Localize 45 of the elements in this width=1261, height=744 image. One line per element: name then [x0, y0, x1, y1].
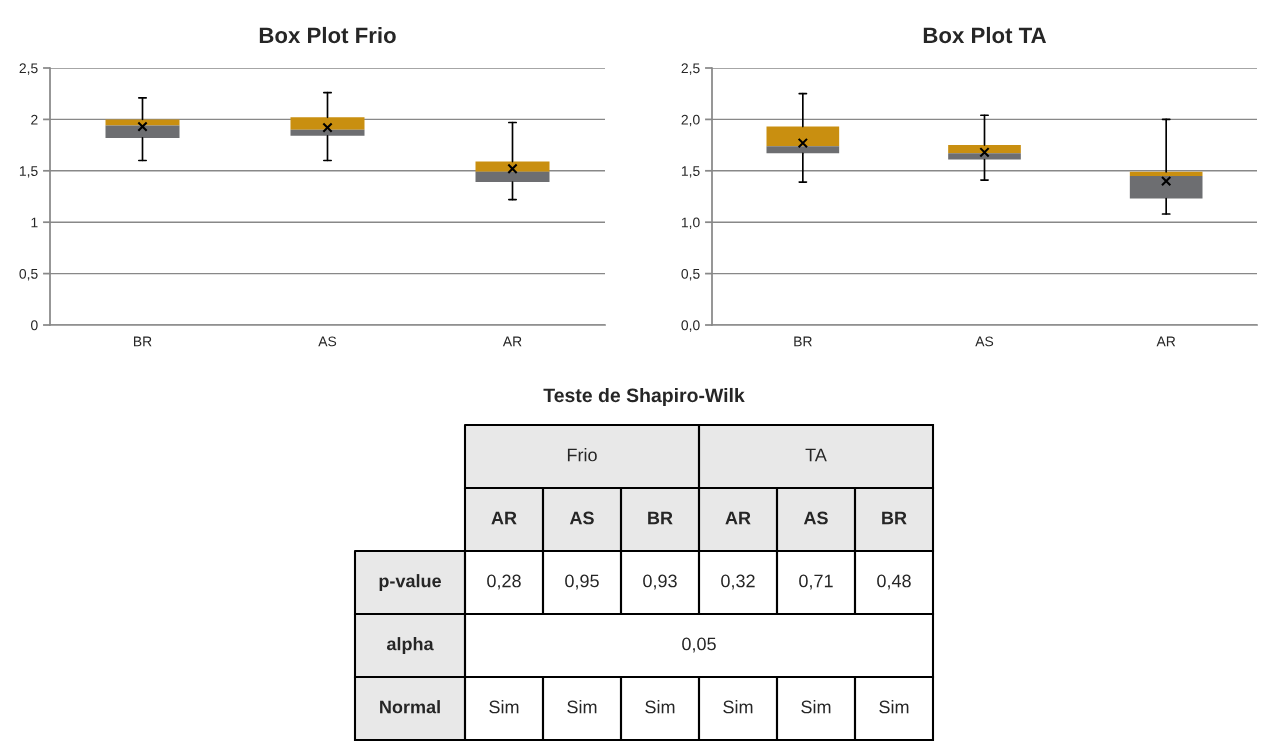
y-tick-label: 1,5 [19, 166, 38, 178]
y-tick-label: 2 [31, 114, 38, 125]
text: Sim [567, 700, 597, 714]
text: Sim [801, 700, 831, 714]
category-label: AS [803, 511, 828, 525]
text: 0,48 [877, 574, 911, 590]
x-tick-label: AR [502, 336, 522, 347]
category-label: alpha [386, 637, 434, 654]
text: 0,95 [565, 574, 599, 590]
text: Sim [879, 700, 909, 714]
text: Sim [645, 700, 675, 714]
category-label: Normal [380, 700, 440, 714]
text: TA [805, 448, 827, 462]
x-tick-label: BR [794, 336, 812, 347]
text: 0,93 [643, 574, 677, 590]
y-tick-label: 1,0 [681, 217, 700, 230]
y-tick-label: 0,0 [681, 320, 700, 332]
y-tick-label: 2,0 [681, 114, 700, 127]
y-tick-label: 0 [31, 320, 38, 331]
text: Sim [723, 700, 753, 714]
category-label: AS [569, 511, 594, 525]
text: 0,28 [487, 574, 521, 590]
y-tick-label: 0,5 [681, 268, 700, 281]
x-tick-label: AR [1156, 336, 1176, 347]
category-label: p-value [379, 574, 441, 591]
y-tick-label: 2,5 [681, 63, 700, 75]
y-tick-label: 1,5 [681, 166, 700, 178]
y-tick-label: 1 [31, 217, 38, 228]
x-tick-label: AS [975, 336, 994, 347]
y-tick-label: 2,5 [19, 63, 38, 75]
chart-title: Box Plot TA [923, 26, 1047, 44]
category-label: AR [491, 511, 517, 525]
y-tick-label: 0,5 [19, 268, 38, 281]
text: Sim [489, 700, 519, 714]
x-tick-label: BR [133, 336, 152, 347]
text: 0,32 [721, 574, 755, 590]
text: Teste de Shapiro-Wilk [543, 387, 745, 407]
text: 0,71 [799, 574, 833, 590]
category-label: BR [648, 511, 673, 525]
text: Frio [567, 448, 597, 462]
category-label: AR [725, 511, 751, 525]
text: 0,05 [682, 637, 716, 653]
chart-title: Box Plot Frio [259, 26, 396, 44]
x-tick-label: AS [318, 336, 337, 347]
category-label: BR [882, 511, 907, 525]
